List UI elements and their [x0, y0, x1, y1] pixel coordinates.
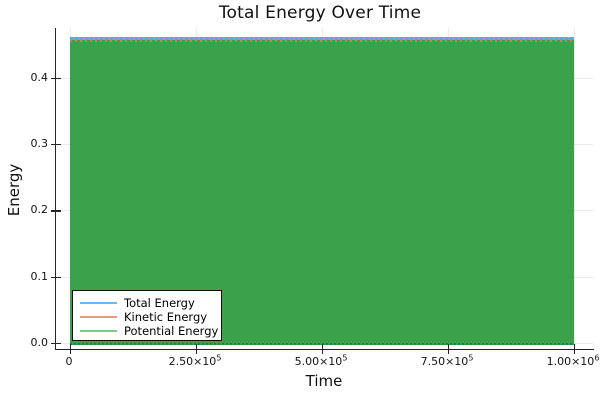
- x-tick-label: 1.00×106: [546, 353, 600, 368]
- legend: Total Energy Kinetic Energy Potential En…: [72, 290, 222, 341]
- y-tick-mark: [51, 210, 61, 212]
- x-tick-label: 2.50×105: [168, 353, 222, 368]
- x-tick-mark: [196, 344, 198, 354]
- x-tick-mark: [70, 344, 72, 354]
- y-tick-label: 0.4: [30, 70, 49, 84]
- y-tick-label: 0.0: [30, 336, 49, 349]
- y-tick-mark: [51, 144, 61, 146]
- x-tick-mark: [322, 344, 324, 354]
- x-tick-label: 5.00×105: [294, 353, 348, 368]
- x-axis-label: Time: [305, 372, 343, 390]
- legend-item: Kinetic Energy: [80, 310, 221, 324]
- x-tick-label: 7.50×105: [420, 353, 474, 368]
- x-tick-label: 0: [65, 355, 73, 368]
- legend-label: Potential Energy: [124, 324, 219, 338]
- y-tick-mark: [51, 276, 61, 278]
- x-tick-mark: [448, 344, 450, 354]
- y-tick-mark: [51, 77, 61, 80]
- legend-item: Total Energy: [80, 296, 221, 310]
- y-tick-mark: [51, 343, 61, 345]
- potential-energy-line-sample: [80, 329, 117, 333]
- total-energy-line-sample: [80, 301, 117, 305]
- y-tick-label: 0.3: [30, 137, 49, 151]
- chart-title: Total Energy Over Time: [218, 3, 422, 23]
- x-tick-mark: [574, 344, 576, 354]
- legend-label: Kinetic Energy: [124, 310, 208, 324]
- y-tick-label: 0.1: [30, 269, 49, 283]
- kinetic-energy-peaks: [70, 39, 574, 42]
- kinetic-energy-line-sample: [80, 315, 117, 319]
- y-tick-label: 0.2: [30, 203, 49, 217]
- legend-label: Total Energy: [124, 296, 195, 310]
- total-energy-line: [70, 37, 574, 40]
- gridline-vertical: [574, 28, 575, 349]
- legend-item: Potential Energy: [80, 324, 221, 338]
- plot-area: Total Energy Kinetic Energy Potential En…: [51, 28, 594, 354]
